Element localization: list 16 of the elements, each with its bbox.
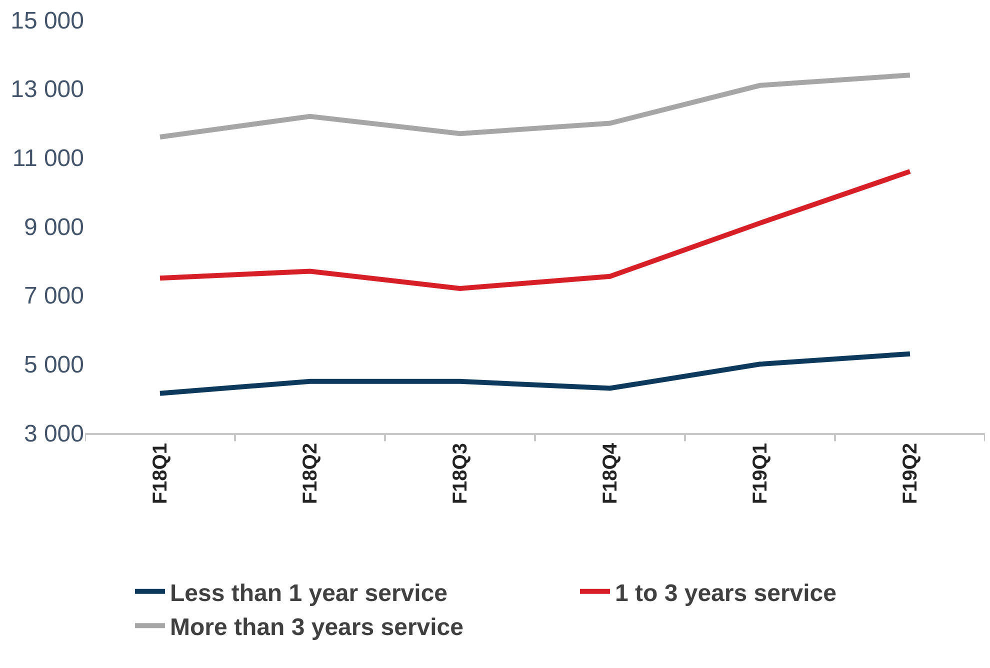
x-tick-label: F19Q2 xyxy=(900,443,922,504)
y-tick-label: 11 000 xyxy=(12,145,84,172)
y-tick-label: 15 000 xyxy=(10,7,84,34)
y-tick-label: 9 000 xyxy=(24,214,84,241)
x-tick-label: F19Q1 xyxy=(750,443,772,504)
x-tick-label: F18Q3 xyxy=(450,443,472,504)
y-tick-label: 7 000 xyxy=(24,282,84,310)
x-tick-label: F18Q1 xyxy=(150,443,172,504)
legend-label: Less than 1 year service xyxy=(170,580,448,607)
y-tick-label: 5 000 xyxy=(24,352,84,379)
legend-label: More than 3 years service xyxy=(170,614,464,641)
legend-label: 1 to 3 years service xyxy=(615,580,836,607)
y-tick-label: 3 000 xyxy=(24,420,84,448)
y-tick-label: 13 000 xyxy=(10,76,84,104)
x-tick-label: F18Q2 xyxy=(300,443,322,504)
x-tick-label: F18Q4 xyxy=(600,442,622,504)
